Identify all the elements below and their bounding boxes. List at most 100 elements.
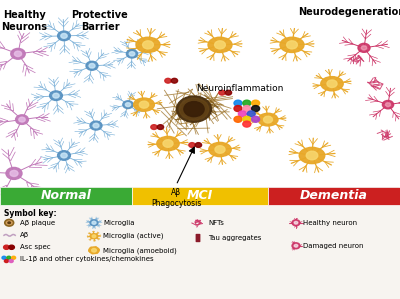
Circle shape [58, 31, 70, 41]
Circle shape [7, 221, 11, 224]
Circle shape [142, 41, 154, 49]
Text: Dementia: Dementia [300, 189, 368, 202]
Text: IL-1β and other cytokines/chemokines: IL-1β and other cytokines/chemokines [20, 256, 154, 262]
Circle shape [14, 51, 22, 57]
Circle shape [16, 115, 28, 124]
Ellipse shape [258, 113, 278, 126]
Circle shape [234, 116, 242, 122]
Text: Healthy neuron: Healthy neuron [303, 220, 357, 226]
Text: Microglia (active): Microglia (active) [103, 233, 164, 239]
Text: Damaged neuron: Damaged neuron [303, 243, 364, 249]
Circle shape [126, 103, 130, 107]
Circle shape [386, 103, 390, 106]
Text: Tau aggregates: Tau aggregates [208, 235, 261, 241]
Circle shape [252, 116, 260, 122]
Circle shape [292, 243, 300, 249]
Text: Aβ: Aβ [20, 232, 30, 238]
FancyBboxPatch shape [132, 187, 268, 205]
Circle shape [358, 43, 370, 52]
Text: Asc spec: Asc spec [20, 244, 51, 250]
Circle shape [50, 91, 62, 100]
Circle shape [219, 90, 225, 95]
Circle shape [151, 125, 157, 129]
Circle shape [176, 96, 212, 122]
Circle shape [234, 100, 242, 106]
Circle shape [4, 260, 8, 263]
Circle shape [123, 101, 133, 109]
Circle shape [10, 170, 18, 176]
Text: Normal: Normal [40, 189, 92, 202]
Text: Neurodegeneration: Neurodegeneration [298, 7, 400, 17]
Circle shape [243, 106, 251, 112]
Text: Healthy
Neurons: Healthy Neurons [1, 10, 47, 32]
Circle shape [61, 153, 67, 158]
Circle shape [92, 248, 96, 252]
Ellipse shape [321, 77, 343, 91]
Ellipse shape [136, 37, 160, 53]
Circle shape [90, 220, 98, 226]
Circle shape [252, 106, 260, 112]
Text: Protective
Barrier: Protective Barrier [72, 10, 128, 32]
Text: Symbol key:: Symbol key: [4, 209, 57, 218]
Circle shape [129, 52, 135, 56]
Circle shape [126, 50, 138, 58]
Ellipse shape [209, 142, 231, 157]
Circle shape [2, 256, 6, 259]
Ellipse shape [299, 147, 325, 164]
Circle shape [179, 98, 209, 120]
FancyBboxPatch shape [0, 187, 132, 205]
Circle shape [292, 220, 300, 226]
Circle shape [247, 111, 255, 117]
Circle shape [6, 167, 22, 179]
Ellipse shape [89, 247, 99, 254]
Ellipse shape [157, 136, 179, 151]
Circle shape [92, 235, 96, 237]
Text: MCI: MCI [187, 189, 213, 202]
Text: Aβ plaque: Aβ plaque [20, 220, 56, 226]
Circle shape [90, 121, 102, 130]
Circle shape [9, 260, 13, 263]
Circle shape [5, 219, 14, 226]
Circle shape [11, 48, 25, 59]
Circle shape [86, 61, 98, 70]
Circle shape [61, 33, 67, 38]
Circle shape [243, 116, 251, 122]
Circle shape [19, 117, 25, 122]
Circle shape [286, 41, 297, 49]
Text: NFTs: NFTs [208, 220, 224, 226]
Circle shape [89, 64, 95, 68]
Text: Microglia: Microglia [103, 220, 135, 226]
FancyBboxPatch shape [268, 187, 400, 205]
Circle shape [171, 78, 178, 83]
Circle shape [264, 116, 272, 123]
Circle shape [4, 245, 9, 249]
Ellipse shape [208, 37, 232, 53]
Circle shape [382, 100, 394, 109]
Text: Neuroinflammation: Neuroinflammation [196, 84, 284, 93]
Circle shape [327, 80, 337, 88]
Ellipse shape [90, 234, 98, 239]
Circle shape [252, 100, 260, 106]
Circle shape [294, 221, 298, 224]
Circle shape [58, 151, 70, 160]
Circle shape [306, 151, 318, 160]
Circle shape [92, 221, 96, 224]
Circle shape [165, 78, 171, 83]
Circle shape [195, 143, 202, 147]
Text: Aβ
Phagocytosis: Aβ Phagocytosis [151, 188, 201, 208]
Circle shape [225, 90, 232, 95]
Circle shape [361, 46, 367, 50]
Circle shape [7, 256, 11, 259]
Ellipse shape [134, 98, 154, 111]
Circle shape [12, 256, 16, 259]
Circle shape [93, 123, 99, 128]
Circle shape [243, 100, 251, 106]
Circle shape [189, 143, 195, 147]
FancyBboxPatch shape [0, 0, 400, 187]
Circle shape [163, 140, 173, 147]
Circle shape [184, 102, 204, 117]
Circle shape [157, 125, 164, 129]
Text: Microglia (amoeboid): Microglia (amoeboid) [103, 247, 177, 254]
Circle shape [139, 101, 149, 108]
Circle shape [238, 111, 246, 117]
